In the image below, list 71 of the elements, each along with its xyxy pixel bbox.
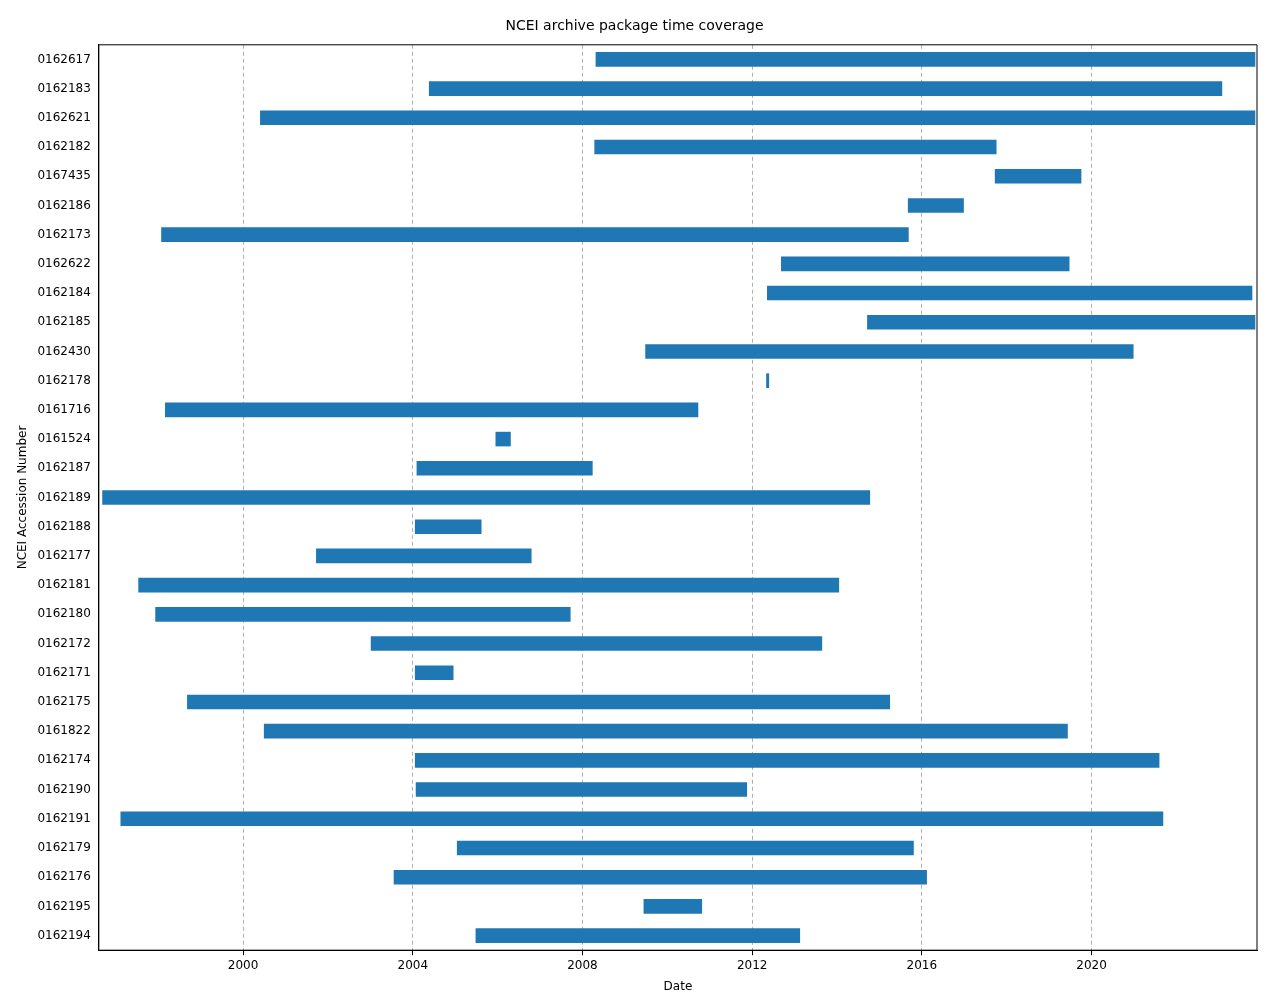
y-tick-label: 0162187: [37, 460, 91, 475]
bar: [643, 899, 703, 914]
bar: [907, 198, 964, 213]
y-tick-label: 0162181: [37, 577, 91, 592]
bar: [370, 636, 823, 651]
bar: [414, 753, 1160, 768]
y-tick-label: 0162172: [37, 635, 91, 650]
x-tick-label: 2012: [736, 957, 768, 972]
bar: [766, 373, 770, 388]
y-tick-label: 0162617: [37, 51, 91, 66]
bar: [781, 256, 1070, 272]
bar: [594, 139, 997, 155]
bar: [767, 285, 1253, 301]
x-axis-title: Date: [663, 978, 693, 993]
x-tick-label: 2000: [227, 957, 259, 972]
x-tick-label: 2020: [1076, 957, 1107, 972]
y-tick-label: 0162178: [37, 372, 91, 387]
bar: [414, 665, 454, 681]
y-tick-label: 0162174: [37, 752, 91, 767]
bar: [475, 928, 801, 943]
y-tick-label: 0162188: [37, 518, 91, 533]
y-tick-label: 0161822: [37, 723, 91, 738]
bar: [495, 431, 511, 447]
y-tick-label: 0167435: [37, 168, 91, 183]
y-tick-label: 0162184: [37, 285, 91, 300]
y-tick-label: 0162194: [37, 927, 91, 942]
bar: [102, 490, 871, 505]
bar: [595, 52, 1256, 67]
bar: [165, 402, 699, 418]
bar: [393, 869, 927, 885]
y-tick-label: 0161716: [37, 402, 91, 417]
bar: [867, 314, 1256, 330]
y-tick-label: 0162175: [37, 694, 91, 709]
y-tick-label: 0162177: [37, 548, 91, 563]
y-tick-label: 0162195: [37, 898, 91, 913]
bar: [414, 519, 482, 535]
y-tick-label: 0162180: [37, 606, 91, 621]
bar: [155, 607, 571, 622]
y-tick-label: 0162430: [37, 343, 91, 358]
bar: [456, 840, 914, 856]
bar: [187, 694, 891, 710]
y-tick-label: 0162176: [37, 869, 91, 884]
x-tick-label: 2004: [397, 957, 429, 972]
bar: [161, 227, 909, 242]
y-tick-label: 0162190: [37, 781, 91, 796]
y-tick-label: 0162189: [37, 489, 91, 504]
y-tick-label: 0162173: [37, 226, 91, 241]
y-tick-label: 0162179: [37, 840, 91, 855]
bar: [120, 811, 1164, 827]
y-tick-label: 0162182: [37, 139, 91, 154]
bar: [645, 344, 1134, 359]
bar: [263, 723, 1068, 739]
y-tick-label: 0161524: [37, 431, 91, 446]
y-tick-label: 0162186: [37, 197, 91, 212]
y-tick-label: 0162191: [37, 810, 91, 825]
y-tick-label: 0162621: [37, 109, 91, 124]
x-tick-label: 2016: [906, 957, 938, 972]
y-tick-label: 0162183: [37, 80, 91, 95]
bar: [416, 460, 593, 476]
bar: [138, 577, 840, 593]
bar: [260, 110, 1256, 126]
chart-title: NCEI archive package time coverage: [505, 17, 764, 34]
bar: [415, 782, 748, 797]
y-axis-title: NCEI Accession Number: [15, 425, 30, 570]
x-tick-label: 2008: [567, 957, 598, 972]
bar: [428, 81, 1223, 96]
y-tick-label: 0162185: [37, 314, 91, 329]
bar: [994, 168, 1082, 184]
bar: [316, 548, 532, 564]
y-tick-label: 0162171: [37, 664, 91, 679]
y-tick-label: 0162622: [37, 255, 91, 270]
